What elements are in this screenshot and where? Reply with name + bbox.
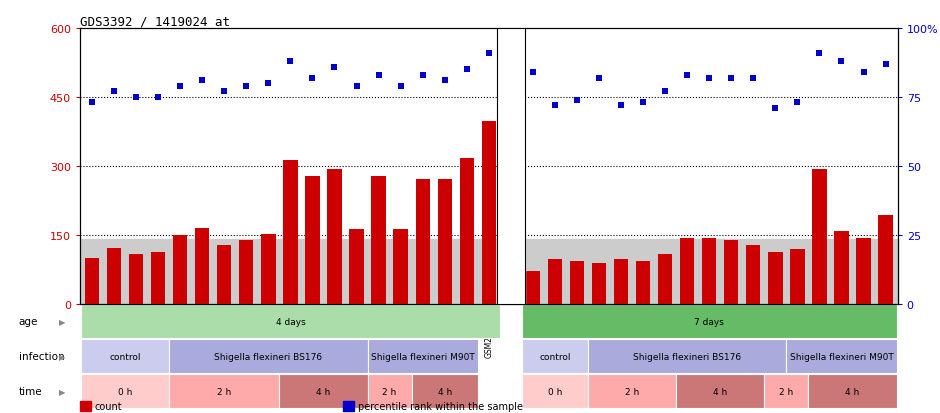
Bar [129, 254, 143, 304]
Bar [368, 375, 412, 408]
Bar [614, 259, 628, 304]
Text: 4 h: 4 h [438, 387, 452, 396]
Bar [371, 176, 385, 304]
Bar [81, 339, 169, 373]
Text: control: control [109, 352, 141, 361]
Bar [680, 238, 695, 304]
Text: Shigella flexineri M90T: Shigella flexineri M90T [370, 352, 475, 361]
Bar [787, 339, 897, 373]
Text: 4 days: 4 days [275, 317, 306, 326]
Bar [702, 238, 716, 304]
Text: 4 h: 4 h [317, 387, 331, 396]
Bar [878, 216, 893, 304]
Bar [460, 158, 474, 304]
Bar [548, 259, 562, 304]
Bar [658, 254, 672, 304]
Bar [239, 241, 254, 304]
Bar [107, 248, 121, 304]
Bar [437, 179, 452, 304]
Text: time: time [19, 387, 42, 396]
Bar [676, 375, 764, 408]
Text: Shigella flexineri M90T: Shigella flexineri M90T [790, 352, 893, 361]
Text: 2 h: 2 h [383, 387, 397, 396]
Bar [791, 250, 805, 304]
Bar [525, 271, 540, 304]
Bar [85, 258, 100, 304]
Text: 2 h: 2 h [779, 387, 793, 396]
Bar [81, 304, 500, 338]
Bar [812, 170, 826, 304]
Bar [412, 375, 478, 408]
Bar [522, 304, 897, 338]
Bar [481, 121, 496, 304]
Bar [306, 176, 320, 304]
Text: Shigella flexineri BS176: Shigella flexineri BS176 [214, 352, 322, 361]
Bar [169, 339, 368, 373]
Bar [327, 170, 341, 304]
Bar [169, 375, 279, 408]
Bar [570, 261, 584, 304]
Bar [522, 339, 588, 373]
Bar [588, 339, 787, 373]
Text: ▶: ▶ [58, 387, 65, 396]
Text: 0 h: 0 h [118, 387, 133, 396]
Text: 0 h: 0 h [548, 387, 562, 396]
Text: 2 h: 2 h [625, 387, 639, 396]
Bar [856, 238, 870, 304]
Bar [283, 161, 298, 304]
Bar [592, 263, 606, 304]
Bar [415, 179, 430, 304]
Bar [588, 375, 676, 408]
Bar [808, 375, 897, 408]
Bar [196, 228, 210, 304]
Bar [394, 229, 408, 304]
Bar [217, 245, 231, 304]
Bar [764, 375, 808, 408]
Bar [279, 375, 368, 408]
Text: ▶: ▶ [58, 317, 65, 326]
Bar [636, 261, 650, 304]
Bar [173, 235, 187, 304]
Text: 7 days: 7 days [695, 317, 724, 326]
Text: 4 h: 4 h [713, 387, 728, 396]
Bar [350, 229, 364, 304]
Bar [81, 375, 169, 408]
Bar [497, 29, 525, 304]
Text: ▶: ▶ [58, 352, 65, 361]
Text: 4 h: 4 h [845, 387, 860, 396]
Text: age: age [19, 316, 38, 326]
Text: GDS3392 / 1419024_at: GDS3392 / 1419024_at [80, 15, 230, 28]
Bar [261, 234, 275, 304]
Bar [768, 252, 782, 304]
Text: count: count [95, 401, 122, 411]
Text: percentile rank within the sample: percentile rank within the sample [358, 401, 524, 411]
Bar [724, 241, 739, 304]
Text: control: control [540, 352, 571, 361]
Bar [522, 375, 588, 408]
Bar [368, 339, 478, 373]
Bar [80, 239, 898, 304]
Bar [835, 231, 849, 304]
Text: Shigella flexineri BS176: Shigella flexineri BS176 [634, 352, 742, 361]
Text: infection: infection [19, 351, 64, 361]
Bar [746, 245, 760, 304]
Text: 2 h: 2 h [217, 387, 231, 396]
Bar [151, 252, 165, 304]
